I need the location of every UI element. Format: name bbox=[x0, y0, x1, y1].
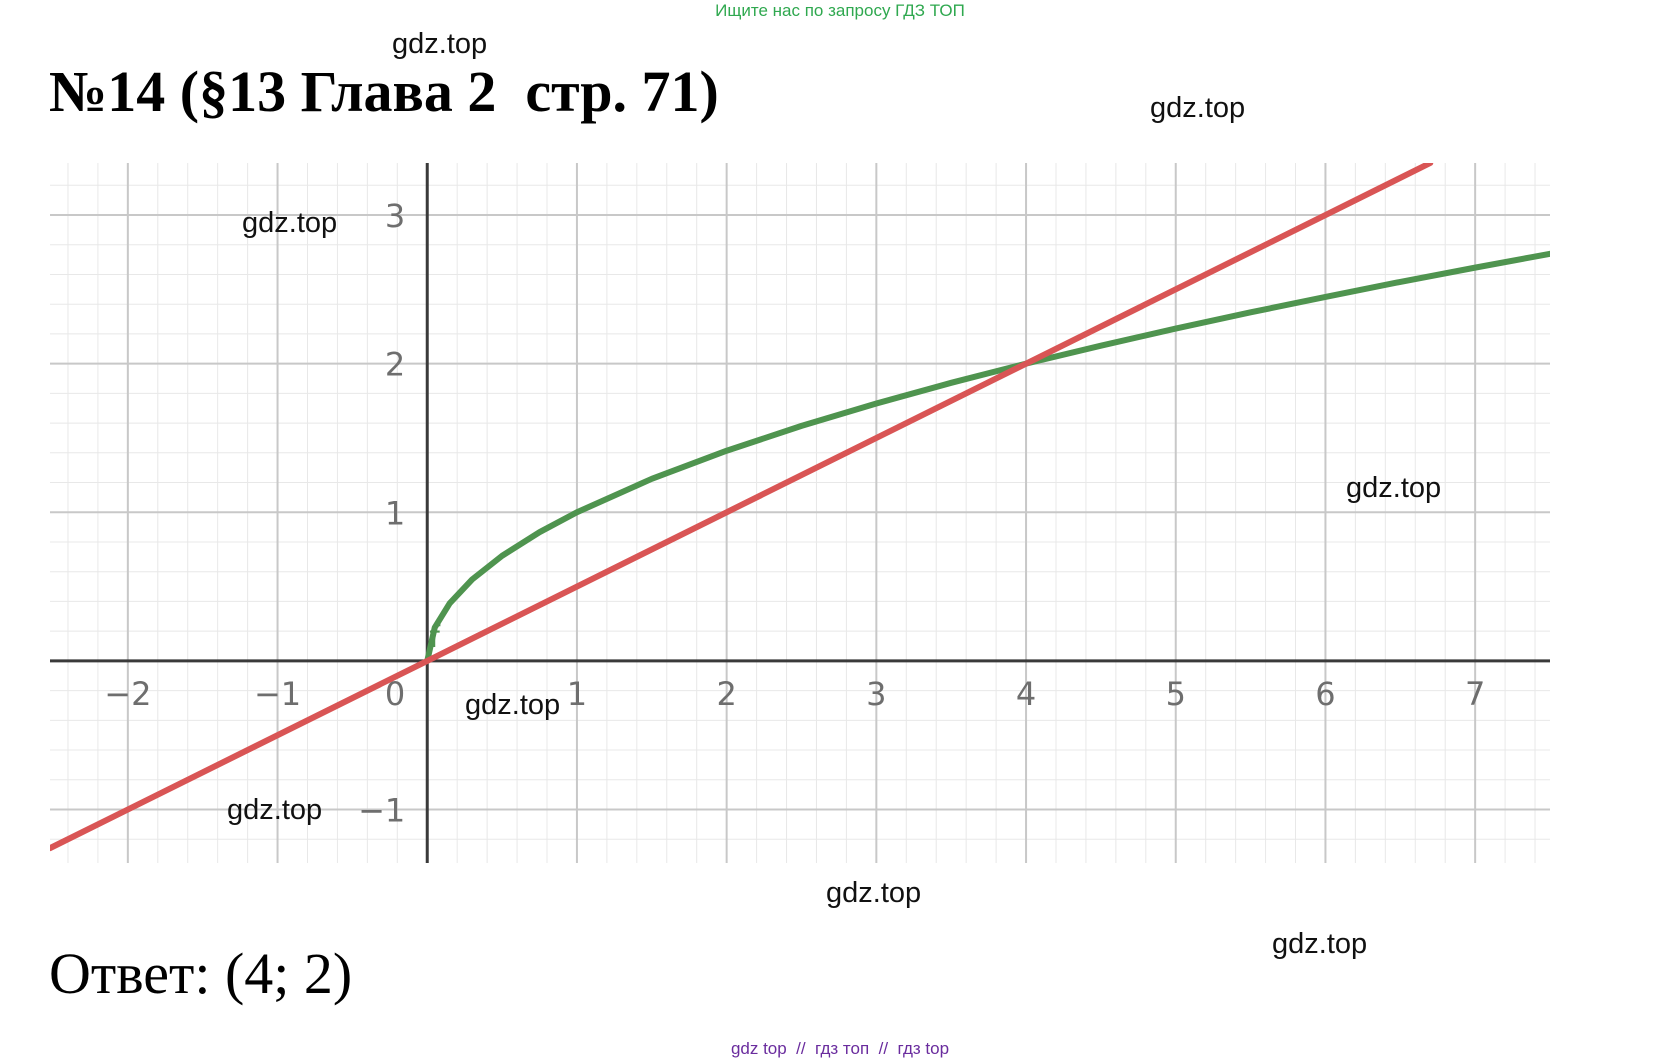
y-tick-label: 1 bbox=[385, 494, 405, 532]
watermark: gdz.top bbox=[227, 794, 323, 826]
series-layer: f bbox=[50, 163, 1550, 852]
answer-text: Ответ: (4; 2) bbox=[49, 941, 353, 1006]
sqrt-curve-f bbox=[424, 250, 1550, 664]
watermark: gdz.top bbox=[465, 689, 561, 721]
y-tick-label: −1 bbox=[358, 791, 405, 829]
watermark: gdz.top bbox=[1346, 472, 1442, 504]
axes bbox=[50, 163, 1550, 863]
origin-label: 0 bbox=[385, 675, 405, 713]
watermark: gdz.top bbox=[242, 207, 338, 239]
tick-labels: −2 −1 1 2 3 4 5 6 7 −1 1 2 3 0 bbox=[104, 197, 1485, 829]
straight-line bbox=[50, 163, 1434, 852]
x-tick-label: −1 bbox=[254, 675, 301, 713]
major-grid bbox=[50, 163, 1550, 863]
x-tick-label: 4 bbox=[1016, 675, 1036, 713]
page-title: №14 (§13 Глава 2 стр. 71) bbox=[49, 59, 719, 124]
watermark: gdz.top bbox=[392, 28, 488, 60]
x-tick-label: 2 bbox=[716, 675, 736, 713]
watermark: gdz.top bbox=[826, 877, 922, 909]
x-tick-label: 1 bbox=[567, 675, 587, 713]
watermark: gdz.top bbox=[1272, 928, 1368, 960]
footer-links[interactable]: gdz top // гдз топ // гдз top bbox=[730, 1039, 950, 1058]
x-tick-label: 6 bbox=[1315, 675, 1335, 713]
x-tick-label: 3 bbox=[866, 675, 886, 713]
watermark: gdz.top bbox=[1150, 92, 1246, 124]
function-graph: −2 −1 1 2 3 4 5 6 7 −1 1 2 3 0 f bbox=[50, 163, 1550, 863]
series-label-f: f bbox=[429, 620, 441, 655]
x-tick-label: 7 bbox=[1465, 675, 1485, 713]
search-hint-link[interactable]: Ищите нас по запросу ГДЗ ТОП bbox=[715, 1, 965, 20]
x-tick-label: 5 bbox=[1166, 675, 1186, 713]
y-tick-label: 2 bbox=[385, 346, 405, 384]
x-tick-label: −2 bbox=[104, 675, 151, 713]
y-tick-label: 3 bbox=[385, 197, 405, 235]
